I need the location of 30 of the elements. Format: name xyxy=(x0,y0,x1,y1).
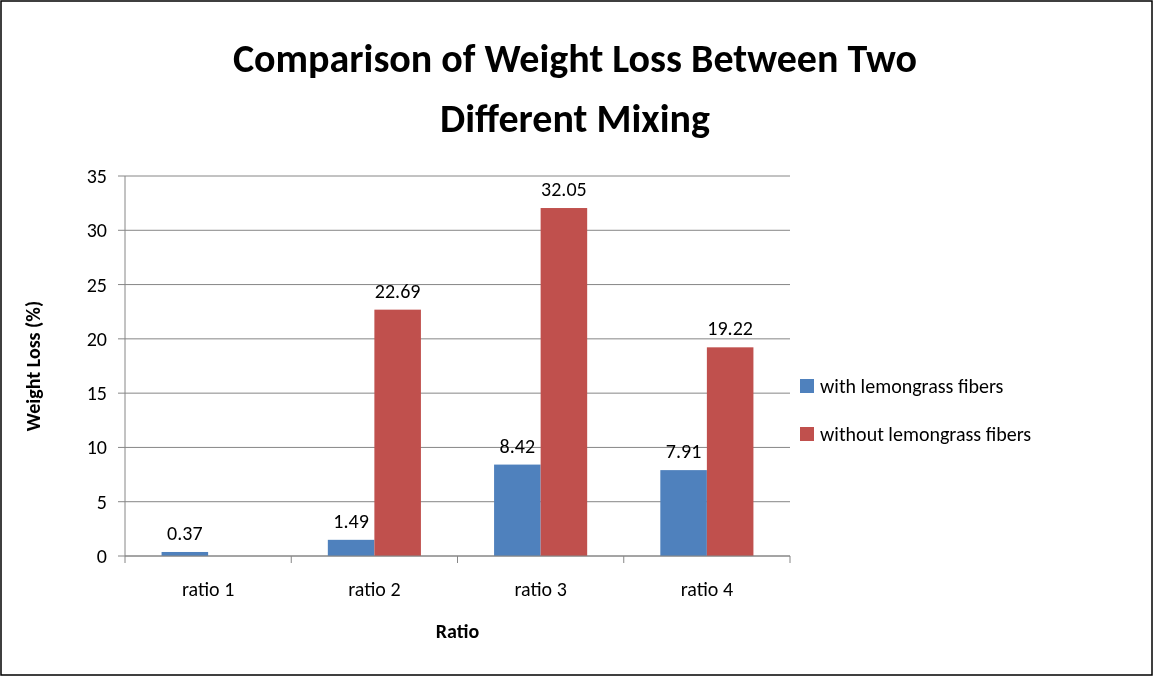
y-tick-label: 20 xyxy=(86,326,107,351)
x-axis-title: Ratio xyxy=(435,619,480,643)
y-axis-title: Weight Loss (%) xyxy=(21,300,45,432)
data-label: 7.91 xyxy=(665,439,702,464)
bar xyxy=(706,347,754,556)
chart-title: Comparison of Weight Loss Between Two Different Mixing xyxy=(232,34,918,143)
y-tick-label: 0 xyxy=(96,544,107,568)
data-label: 22.69 xyxy=(374,278,421,303)
x-tick-label: ratio 2 xyxy=(348,577,401,601)
data-label: 0.37 xyxy=(167,520,203,545)
legend-label: with lemongrass fibers xyxy=(820,374,1004,398)
x-tick-label: ratio 4 xyxy=(680,577,734,601)
y-tick-label: 5 xyxy=(96,489,107,514)
data-label: 32.05 xyxy=(541,177,587,202)
x-tick-label: ratio 1 xyxy=(181,577,235,601)
y-tick-label: 35 xyxy=(86,164,107,188)
legend-label: without lemongrass fibers xyxy=(820,422,1032,446)
y-tick-label: 25 xyxy=(86,272,107,297)
data-label: 19.22 xyxy=(707,316,753,341)
bar xyxy=(374,309,421,556)
bar xyxy=(660,470,707,556)
x-tick-label: ratio 3 xyxy=(514,577,567,601)
y-tick-label: 10 xyxy=(86,435,107,460)
y-tick-label: 15 xyxy=(86,381,107,406)
bar xyxy=(540,208,588,556)
data-label: 1.49 xyxy=(333,508,369,533)
bar xyxy=(327,539,375,556)
data-label: 8.42 xyxy=(499,433,536,458)
bar xyxy=(494,464,541,556)
y-tick-label: 30 xyxy=(86,218,107,243)
